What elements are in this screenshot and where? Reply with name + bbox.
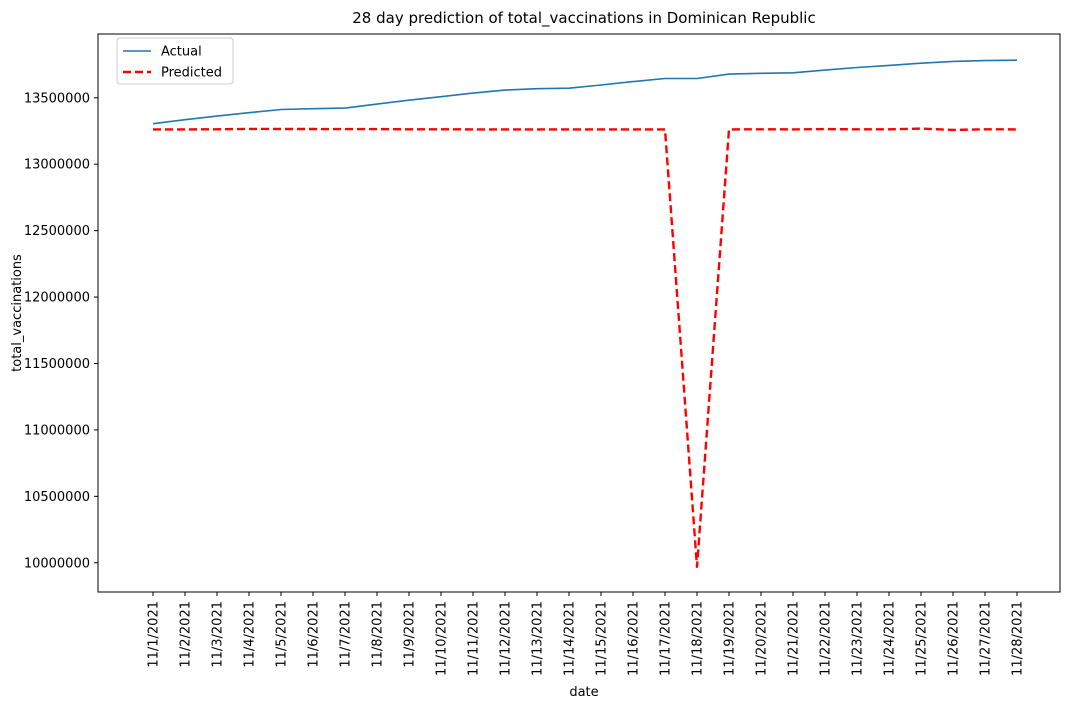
x-tick-label: 11/1/2021 — [147, 601, 162, 668]
x-tick-label: 11/20/2021 — [755, 601, 770, 676]
y-tick-label: 13500000 — [24, 91, 90, 106]
series-line-predicted — [153, 127, 1018, 568]
x-tick-label: 11/17/2021 — [659, 601, 674, 676]
x-tick-label: 11/14/2021 — [563, 601, 578, 676]
x-tick-label: 11/15/2021 — [595, 601, 610, 676]
x-tick-label: 11/26/2021 — [947, 601, 962, 676]
legend-label-predicted: Predicted — [161, 66, 222, 81]
legend-label-actual: Actual — [161, 45, 202, 60]
x-tick-label: 11/24/2021 — [883, 601, 898, 676]
y-tick-label: 10500000 — [24, 490, 90, 505]
y-tick-label: 13000000 — [24, 158, 90, 173]
series-line-actual — [152, 59, 1018, 125]
x-tick-label: 11/25/2021 — [915, 601, 930, 676]
plot-frame — [97, 33, 1061, 593]
x-tick-label: 11/12/2021 — [499, 601, 514, 676]
x-axis-label: date — [569, 685, 598, 700]
plot-area: 10000000 10500000 11000000 11500000 12000000… — [24, 33, 1061, 676]
y-tick-label: 10000000 — [24, 556, 90, 571]
x-tick-label: 11/22/2021 — [819, 601, 834, 676]
x-tick-label: 11/28/2021 — [1011, 601, 1026, 676]
y-tick-label: 12000000 — [24, 291, 90, 306]
y-tick-label: 12500000 — [24, 224, 90, 239]
x-tick-label: 11/6/2021 — [307, 601, 322, 668]
chart-title: 28 day prediction of total_vaccinations … — [352, 9, 815, 28]
legend: Actual Predicted — [116, 37, 234, 85]
x-tick-label: 11/18/2021 — [691, 601, 706, 676]
x-tick-label: 11/4/2021 — [243, 601, 258, 668]
x-tick-label: 11/5/2021 — [275, 601, 290, 668]
x-tick-label: 11/19/2021 — [723, 601, 738, 676]
x-tick-label: 11/9/2021 — [403, 601, 418, 668]
x-tick-label: 11/8/2021 — [371, 601, 386, 668]
x-tick-label: 11/3/2021 — [211, 601, 226, 668]
x-tick-label: 11/11/2021 — [467, 601, 482, 676]
y-axis-label: total_vaccinations — [10, 254, 25, 372]
x-tick-label: 11/23/2021 — [851, 601, 866, 676]
x-tick-label: 11/13/2021 — [531, 601, 546, 676]
x-tick-label: 11/7/2021 — [339, 601, 354, 668]
x-tick-label: 11/21/2021 — [787, 601, 802, 676]
x-tick-label: 11/16/2021 — [627, 601, 642, 676]
x-tick-label: 11/27/2021 — [979, 601, 994, 676]
y-tick-label: 11000000 — [24, 423, 90, 438]
legend-box — [116, 37, 234, 85]
y-tick-label: 11500000 — [24, 357, 90, 372]
x-tick-label: 11/2/2021 — [179, 601, 194, 668]
x-tick-label: 11/10/2021 — [435, 601, 450, 676]
